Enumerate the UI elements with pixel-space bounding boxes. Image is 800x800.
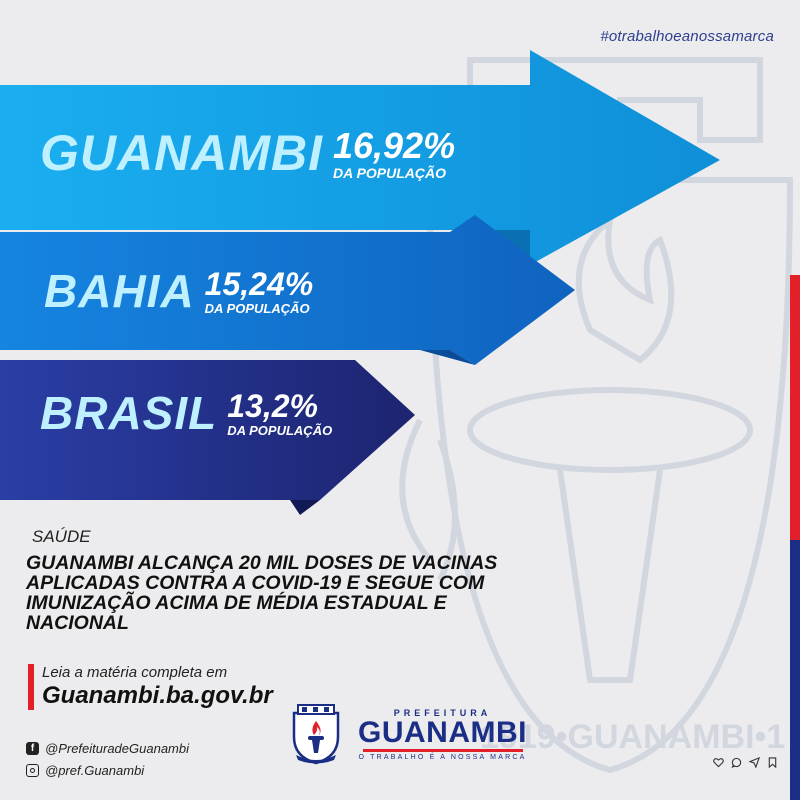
arrow-brasil	[0, 360, 415, 500]
stat-subtitle: DA POPULAÇÃO	[204, 301, 310, 316]
stat-percent: 13,2%	[227, 388, 318, 424]
instagram-handle[interactable]: @pref.Guanambi	[26, 763, 144, 778]
stat-percent: 15,24%	[204, 266, 314, 302]
stat-percent: 16,92%	[332, 125, 456, 166]
facebook-handle-text: @PrefeituradeGuanambi	[45, 741, 189, 756]
city-crest-icon	[292, 704, 340, 765]
instagram-icon	[26, 764, 39, 777]
watermark-text: 1919•GUANAMBI•1	[480, 718, 785, 756]
arrow-bahia-fold	[420, 350, 475, 365]
brand-wordmark: PREFEITURA GUANAMBI O TRABALHO É A NOSSA…	[358, 708, 527, 761]
stat-guanambi: GUANAMBI 16,92% DA POPULAÇÃO	[40, 125, 456, 181]
stat-bahia: BAHIA 15,24% DA POPULAÇÃO	[44, 268, 313, 315]
post-actions	[713, 757, 778, 768]
side-accent-red	[790, 275, 800, 540]
facebook-handle[interactable]: f @PrefeituradeGuanambi	[26, 741, 189, 756]
heart-icon[interactable]	[713, 757, 724, 768]
arrows-graphic	[0, 50, 720, 515]
stat-place: BRASIL	[40, 387, 218, 439]
stat-place: BAHIA	[44, 265, 195, 317]
side-accent-blue	[790, 540, 800, 800]
stat-brasil: BRASIL 13,2% DA POPULAÇÃO	[40, 390, 332, 437]
instagram-handle-text: @pref.Guanambi	[45, 763, 145, 778]
arrow-bahia	[0, 215, 575, 365]
comment-icon[interactable]	[731, 757, 742, 768]
headline: GUANAMBI ALCANÇA 20 MIL DOSES DE VACINAS…	[26, 552, 498, 634]
hashtag: #otrabalhoeanossamarca	[600, 28, 774, 45]
brand-tagline: O TRABALHO É A NOSSA MARCA	[358, 753, 527, 761]
share-icon[interactable]	[749, 757, 760, 768]
brand-name: GUANAMBI	[358, 715, 527, 749]
stat-subtitle: DA POPULAÇÃO	[332, 165, 447, 181]
brand-top: PREFEITURA	[393, 707, 492, 718]
brand-rule	[362, 748, 523, 752]
stat-subtitle: DA POPULAÇÃO	[227, 423, 333, 438]
arrow-guanambi	[0, 50, 720, 265]
prefeitura-logo: PREFEITURA GUANAMBI O TRABALHO É A NOSSA…	[288, 703, 527, 765]
category-label: SAÚDE	[32, 527, 91, 546]
arrow-brasil-fold	[290, 500, 320, 515]
stat-place: GUANAMBI	[40, 125, 323, 181]
read-more-block: Leia a matéria completa em Guanambi.ba.g…	[28, 664, 273, 710]
bookmark-icon[interactable]	[767, 757, 778, 768]
facebook-icon: f	[26, 742, 39, 755]
website-link[interactable]: Guanambi.ba.gov.br	[42, 682, 273, 709]
read-more-lead: Leia a matéria completa em	[42, 664, 228, 681]
